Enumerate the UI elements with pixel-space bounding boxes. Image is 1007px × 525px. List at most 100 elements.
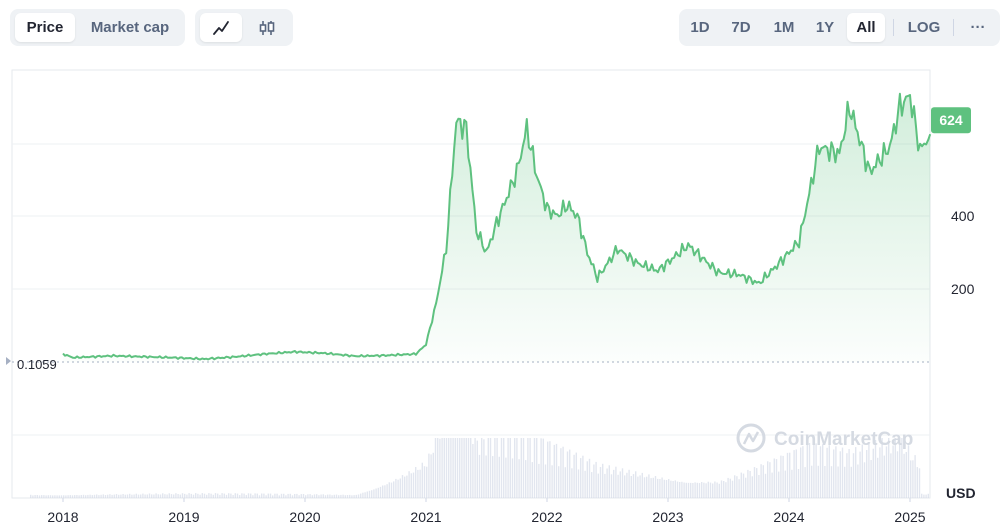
volume-bar (93, 494, 96, 498)
volume-bar (533, 438, 536, 498)
volume-bar (602, 463, 604, 498)
volume-bar (188, 493, 190, 498)
tab-price[interactable]: Price (15, 13, 75, 42)
volume-bar (903, 453, 905, 498)
volume-bar (740, 472, 742, 498)
volume-bar (265, 495, 267, 498)
volume-bar (604, 473, 606, 498)
volume-bar (756, 468, 758, 498)
volume-bar (206, 494, 208, 498)
volume-bar (219, 494, 221, 498)
volume-bar (184, 493, 186, 498)
volume-bar (230, 493, 232, 498)
tab-market-cap[interactable]: Market cap (90, 19, 170, 36)
volume-bar (905, 452, 907, 498)
volume-bar (630, 476, 632, 498)
volume-bar (558, 466, 560, 498)
line-chart-button[interactable] (200, 13, 242, 42)
volume-bar (236, 493, 239, 498)
range-1d-button[interactable]: 1D (690, 19, 710, 36)
volume-bar (159, 494, 162, 498)
volume-bar (126, 494, 129, 498)
volume-bar (107, 494, 109, 498)
volume-bar (285, 495, 287, 498)
x-tick-label: 2019 (168, 509, 199, 525)
volume-bar (632, 474, 635, 498)
volume-bar (305, 495, 307, 498)
candlestick-button[interactable] (246, 13, 288, 42)
volume-bar (474, 438, 476, 498)
volume-bar (384, 485, 386, 498)
volume-bar (657, 478, 659, 498)
volume-bar (195, 493, 197, 498)
volume-bar (500, 438, 503, 498)
volume-bar (155, 493, 157, 498)
volume-bar (393, 481, 395, 498)
volume-bar (771, 472, 773, 498)
volume-bar (252, 495, 254, 498)
current-price-label: 624 (939, 112, 963, 128)
volume-bar (208, 493, 210, 498)
volume-bar (430, 454, 432, 498)
volume-bar (738, 479, 740, 498)
volume-bar (459, 438, 461, 498)
volume-bar (309, 494, 311, 498)
volume-bar (241, 493, 243, 498)
volume-bar (69, 495, 71, 498)
volume-bar (850, 466, 852, 498)
volume-bar (298, 495, 300, 498)
range-1y-button[interactable]: 1Y (815, 19, 835, 36)
volume-bar (683, 482, 685, 498)
volume-bar (707, 481, 709, 498)
metric-tab-group: Price Market cap (10, 9, 185, 46)
volume-bar (762, 465, 764, 498)
volume-bar (538, 463, 540, 498)
volume-bar (397, 479, 399, 498)
volume-bar (118, 494, 120, 498)
volume-bar (914, 455, 916, 498)
volume-bar (327, 494, 329, 498)
volume-bar (745, 477, 747, 498)
volume-bar (470, 438, 472, 498)
volume-bar (91, 495, 93, 498)
log-scale-button[interactable]: LOG (907, 19, 941, 36)
volume-bar (247, 493, 250, 498)
volume-bar (232, 495, 234, 498)
volume-bar (111, 494, 113, 498)
volume-bar (690, 482, 692, 498)
volume-bar (751, 476, 753, 498)
volume-bar (30, 494, 32, 498)
volume-bar (652, 477, 654, 498)
volume-bar (852, 453, 855, 498)
volume-bar (866, 450, 868, 498)
range-1m-button[interactable]: 1M (773, 19, 795, 36)
volume-bar (575, 452, 577, 498)
volume-bar (465, 438, 467, 498)
volume-bar (870, 460, 872, 498)
volume-bar (663, 479, 665, 498)
volume-bar (148, 493, 151, 498)
volume-bar (80, 495, 82, 498)
volume-bar (349, 494, 351, 498)
volume-bar (221, 493, 223, 498)
volume-bar (351, 495, 353, 498)
range-all-button[interactable]: All (847, 13, 885, 42)
volume-bar (58, 495, 60, 498)
volume-bar (709, 482, 712, 498)
volume-bar (808, 443, 811, 498)
range-7d-button[interactable]: 7D (731, 19, 751, 36)
volume-bar (514, 438, 516, 498)
volume-bar (573, 454, 575, 498)
volume-bar (373, 489, 375, 498)
volume-bar (679, 482, 681, 498)
volume-bar (89, 494, 91, 498)
volume-bar (164, 494, 166, 498)
volume-bar (225, 494, 228, 498)
volume-bar (153, 494, 155, 498)
volume-bar (734, 475, 736, 498)
more-options-button[interactable]: ··· (970, 19, 986, 36)
volume-bar (593, 464, 595, 498)
volume-bar (320, 494, 322, 498)
toolbar-divider (953, 19, 954, 36)
volume-bar (637, 476, 639, 498)
